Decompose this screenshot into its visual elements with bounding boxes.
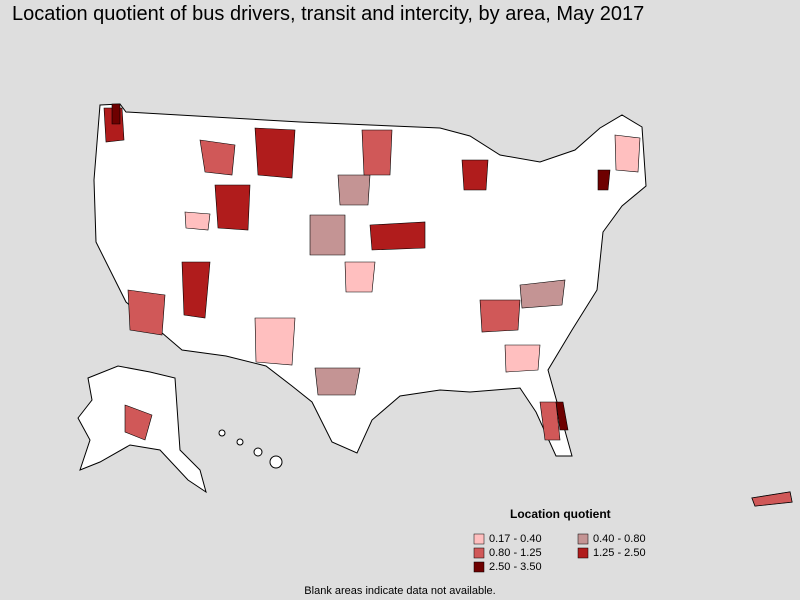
legend-items: 0.17 - 0.40 0.40 - 0.80 0.80 - 1.25 1.25 - …	[473, 533, 646, 573]
shaded-area	[254, 127, 296, 179]
legend-swatch	[473, 561, 485, 573]
hawaii	[218, 429, 283, 469]
shaded-area	[127, 289, 166, 336]
footnote: Blank areas indicate data not available.	[304, 585, 495, 597]
legend-swatch	[473, 533, 485, 545]
shaded-area	[199, 139, 236, 176]
shaded-area	[751, 491, 793, 507]
shaded-area	[111, 103, 121, 125]
shaded-area	[181, 261, 211, 319]
shaded-area	[361, 129, 393, 176]
shaded-area	[124, 404, 153, 441]
legend: Location quotient 0.17 - 0.40 0.40 - 0.80…	[473, 507, 646, 573]
map-title: Location quotient of bus drivers, transi…	[12, 3, 644, 25]
shaded-area	[309, 214, 346, 256]
shaded-area	[539, 401, 561, 441]
legend-label: 0.17 - 0.40	[489, 533, 542, 545]
legend-swatch	[473, 547, 485, 559]
legend-label: 1.25 - 2.50	[593, 547, 646, 559]
legend-label: 0.40 - 0.80	[593, 533, 646, 545]
shaded-area	[519, 279, 566, 309]
shaded-area	[314, 367, 361, 396]
shaded-area	[184, 211, 211, 231]
shaded-area	[461, 159, 489, 191]
shaded-area	[337, 174, 371, 206]
shaded-area	[344, 261, 376, 293]
shaded-area	[504, 344, 541, 373]
shaded-area	[614, 134, 641, 173]
shaded-area	[479, 299, 521, 333]
legend-title: Location quotient	[510, 507, 611, 521]
shaded-area	[597, 169, 611, 191]
shaded-areas	[103, 103, 793, 507]
shaded-area	[369, 221, 426, 251]
legend-label: 0.80 - 1.25	[489, 547, 542, 559]
legend-label: 2.50 - 3.50	[489, 561, 542, 573]
legend-swatch	[577, 533, 589, 545]
shaded-area	[214, 184, 251, 231]
shaded-area	[555, 401, 569, 431]
shaded-area	[254, 317, 296, 366]
legend-swatch	[577, 547, 589, 559]
